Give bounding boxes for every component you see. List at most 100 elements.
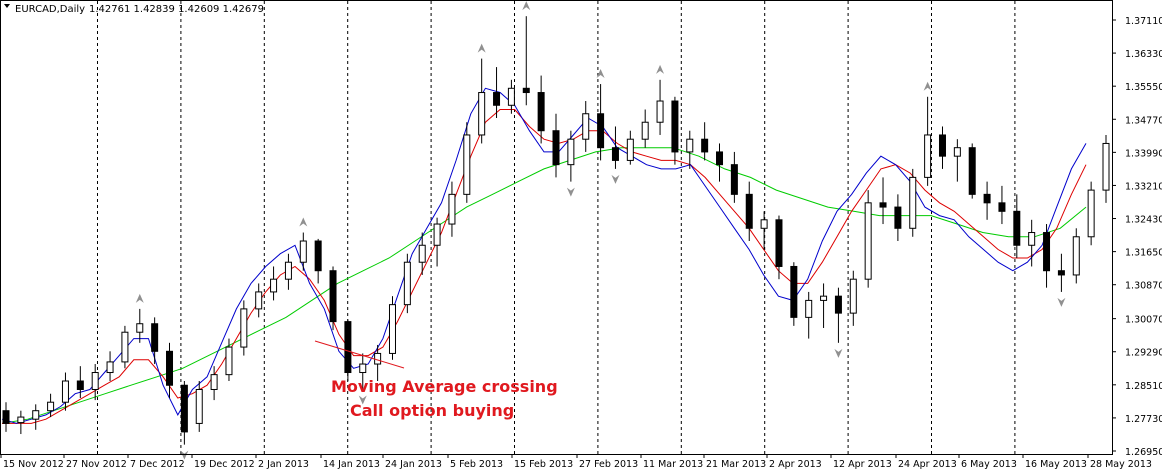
x-tick-label: 27 Nov 2012 bbox=[66, 459, 127, 470]
candle bbox=[730, 151, 738, 203]
candle bbox=[180, 381, 188, 445]
candle bbox=[686, 130, 694, 169]
candle bbox=[805, 291, 813, 339]
candle-body-down bbox=[834, 295, 842, 314]
y-tick-label: 1.32430 bbox=[1125, 215, 1162, 226]
candle-body-up bbox=[47, 401, 55, 412]
x-tick-label: 12 Apr 2013 bbox=[833, 459, 892, 470]
candle bbox=[32, 404, 40, 430]
annotation-line-2: Call option buying bbox=[350, 401, 514, 420]
annotation-pointer bbox=[314, 340, 405, 369]
candle bbox=[17, 410, 25, 435]
candle-body-down bbox=[537, 92, 545, 132]
candle-body-up bbox=[61, 380, 69, 403]
candle bbox=[953, 139, 961, 182]
candle-body-down bbox=[1057, 270, 1065, 276]
candle-body-up bbox=[1102, 142, 1110, 191]
y-tick-label: 1.30870 bbox=[1125, 281, 1162, 292]
fractal-down-icon bbox=[611, 174, 620, 184]
y-tick-label: 1.29290 bbox=[1125, 348, 1162, 359]
annotation-line-1: Moving Average crossing bbox=[331, 377, 558, 396]
y-tick-label: 1.37110 bbox=[1125, 16, 1162, 27]
candle bbox=[582, 101, 590, 152]
y-tick-label: 1.36330 bbox=[1125, 49, 1162, 60]
candle bbox=[448, 181, 456, 237]
x-tick-label: 11 Mar 2013 bbox=[643, 459, 703, 470]
candle bbox=[998, 185, 1006, 225]
candle bbox=[76, 366, 84, 398]
candle-body-down bbox=[552, 130, 560, 166]
candle-body-down bbox=[314, 240, 322, 272]
candle-body-up bbox=[299, 240, 307, 263]
candle bbox=[284, 253, 292, 290]
candle-body-down bbox=[998, 202, 1006, 212]
candle-body-up bbox=[225, 346, 233, 376]
candle bbox=[433, 217, 441, 267]
candle bbox=[314, 238, 322, 284]
fractal-up-icon bbox=[135, 293, 144, 303]
candle bbox=[834, 287, 842, 343]
candle-body-up bbox=[121, 331, 129, 363]
fractal-down-icon bbox=[834, 348, 843, 358]
candle-body-up bbox=[418, 244, 426, 263]
candle bbox=[2, 402, 10, 432]
fractal-up-icon bbox=[522, 1, 531, 11]
candle bbox=[1102, 134, 1110, 203]
symbol-label: EURCAD,Daily bbox=[15, 4, 85, 15]
x-tick-label: 16 May 2013 bbox=[1025, 459, 1087, 470]
candle-body-up bbox=[567, 138, 575, 166]
fractal-up-icon bbox=[596, 69, 605, 79]
candle bbox=[47, 393, 55, 418]
candle-body-up bbox=[106, 361, 114, 374]
candle bbox=[151, 317, 159, 365]
candle bbox=[567, 130, 575, 182]
candle-body-down bbox=[166, 350, 174, 386]
candle bbox=[255, 283, 263, 318]
candle-body-up bbox=[433, 223, 441, 246]
candle-body-up bbox=[953, 147, 961, 157]
candle bbox=[136, 308, 144, 343]
x-tick-label: 2 Apr 2013 bbox=[769, 459, 822, 470]
candle bbox=[522, 16, 530, 106]
y-tick-label: 1.34770 bbox=[1125, 115, 1162, 126]
candle-body-down bbox=[730, 164, 738, 195]
annotation: Moving Average crossing Call option buyi… bbox=[314, 340, 558, 420]
candle-body-down bbox=[671, 100, 679, 153]
x-tick-label: 15 Nov 2012 bbox=[3, 459, 64, 470]
candle bbox=[760, 211, 768, 250]
candle-body-down bbox=[522, 87, 530, 94]
candle-body-up bbox=[805, 299, 813, 318]
candle bbox=[1028, 219, 1036, 267]
triangle-down-icon[interactable] bbox=[4, 4, 10, 8]
candle bbox=[463, 122, 471, 203]
candle bbox=[894, 194, 902, 242]
y-tick-label: 1.33990 bbox=[1125, 148, 1162, 159]
candle-body-up bbox=[270, 278, 278, 293]
candle bbox=[716, 143, 724, 182]
time-axis: 15 Nov 2012 27 Nov 2012 7 Dec 2012 19 Dec 2… bbox=[0, 454, 1152, 470]
y-tick-label: 1.31650 bbox=[1125, 248, 1162, 259]
candle bbox=[552, 113, 560, 178]
candle-body-up bbox=[240, 308, 248, 348]
candle bbox=[968, 143, 976, 199]
y-tick-label: 1.26950 bbox=[1125, 447, 1162, 458]
candle bbox=[493, 67, 501, 118]
x-tick-label: 27 Feb 2013 bbox=[579, 459, 638, 470]
candle bbox=[106, 351, 114, 382]
x-tick-label: 7 Dec 2012 bbox=[130, 459, 185, 470]
candle bbox=[597, 84, 605, 161]
candle bbox=[849, 270, 857, 326]
candle-body-down bbox=[968, 147, 976, 195]
candle bbox=[1087, 181, 1095, 246]
candle-body-up bbox=[864, 202, 872, 280]
candle-body-up bbox=[760, 219, 768, 229]
candle bbox=[270, 266, 278, 301]
candle-body-down bbox=[151, 323, 159, 352]
x-tick-label: 19 Dec 2012 bbox=[194, 459, 255, 470]
plot-frame bbox=[0, 0, 1113, 455]
candle-body-down bbox=[745, 193, 753, 229]
candle bbox=[656, 79, 664, 135]
fractal-down-icon bbox=[1057, 297, 1066, 307]
